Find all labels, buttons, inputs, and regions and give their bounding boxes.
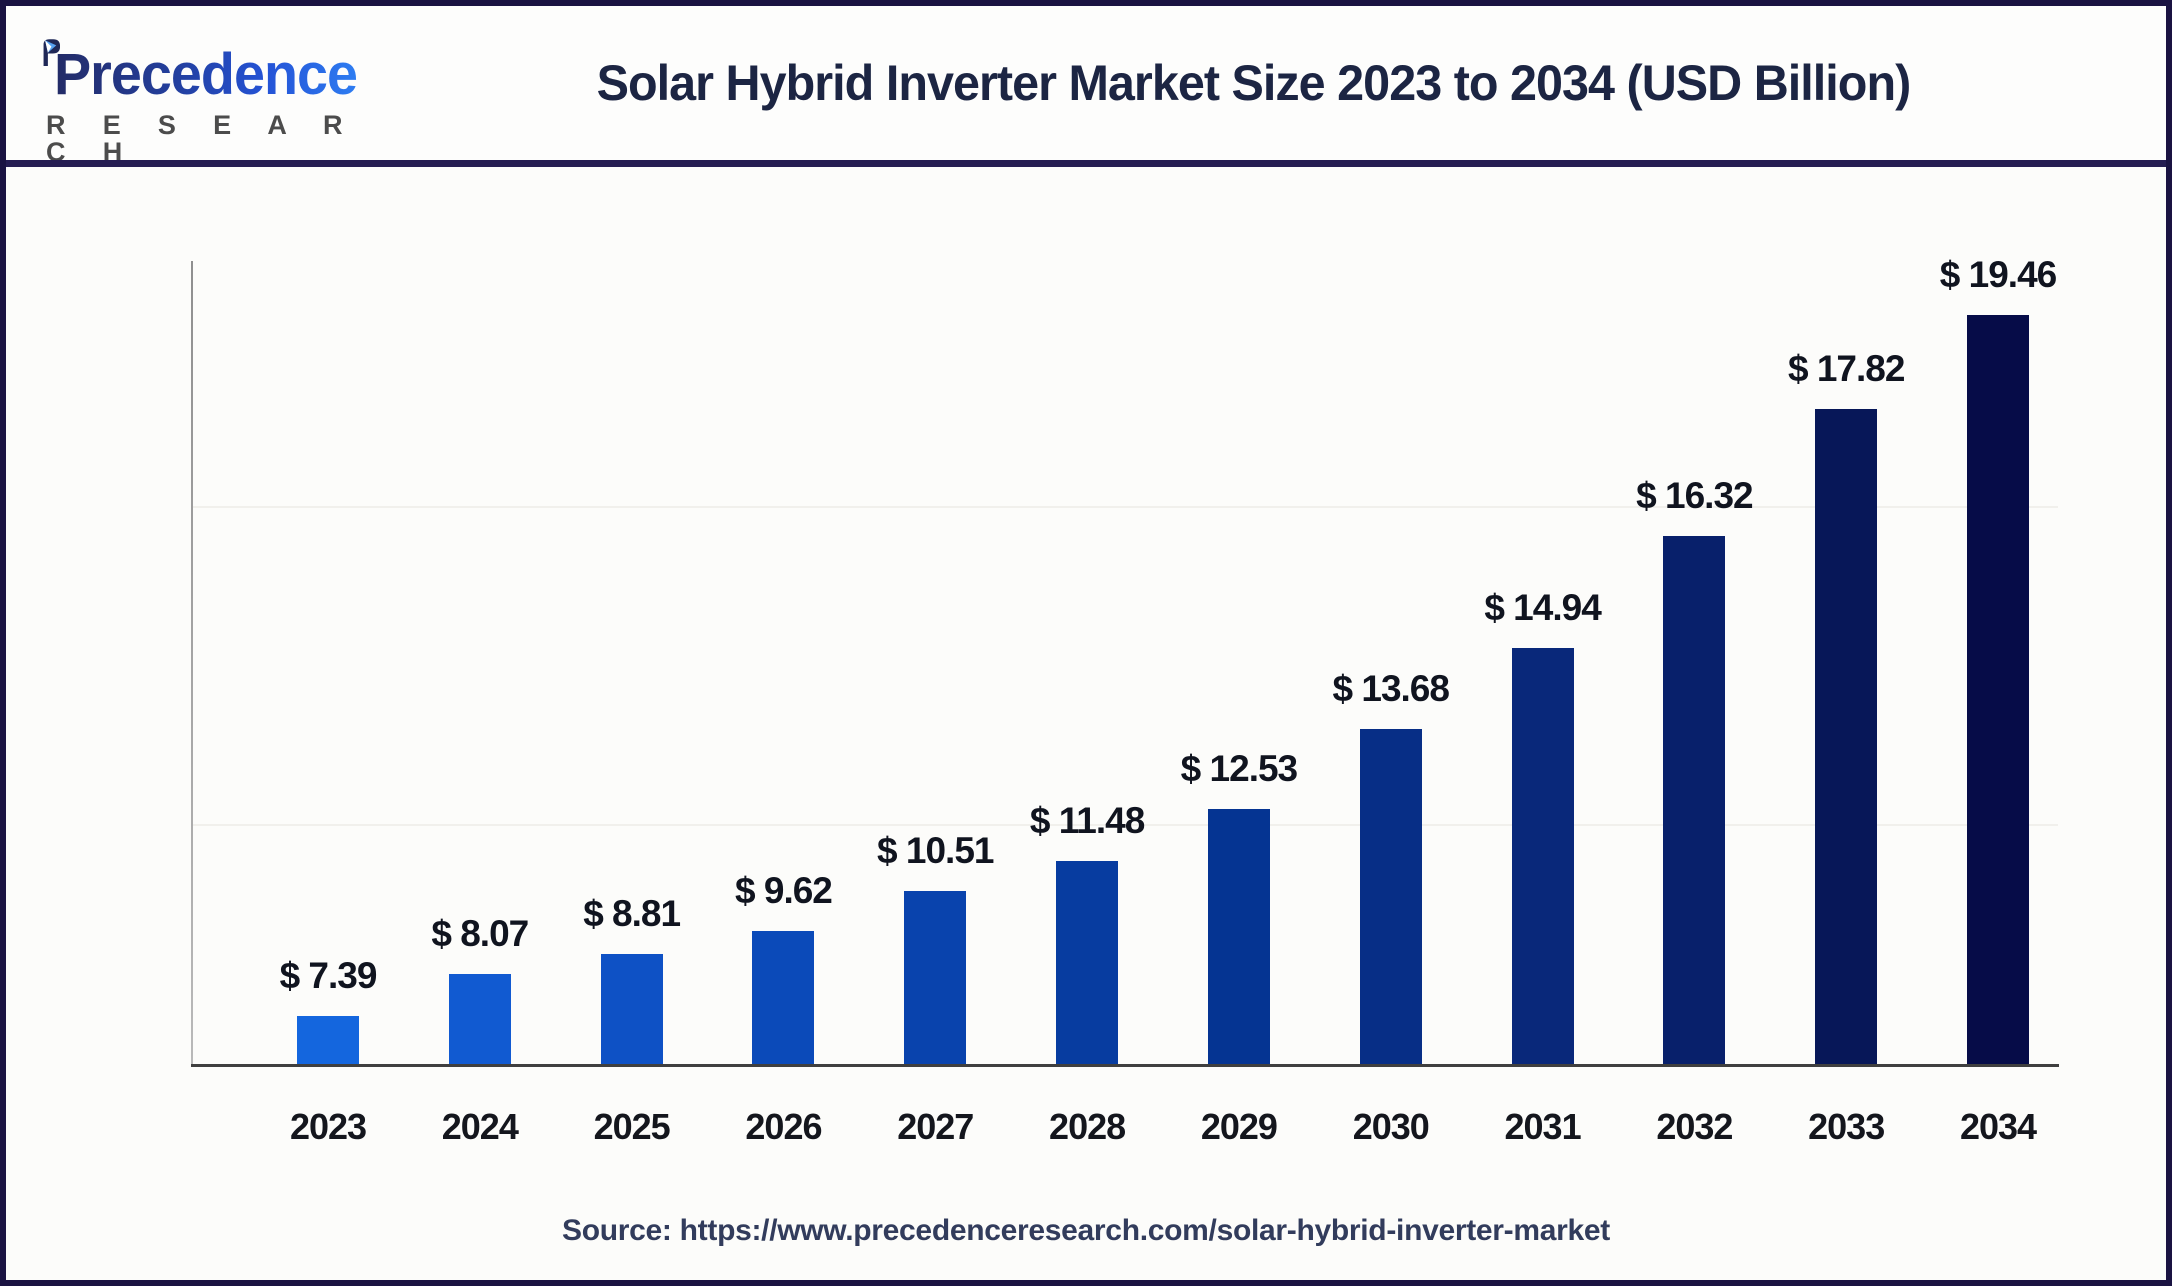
bar-2028	[1056, 861, 1119, 1064]
bar-2024	[448, 974, 511, 1064]
bar-value-label-2023: $ 7.39	[279, 955, 378, 996]
bar-value-label-2031: $ 14.94	[1484, 587, 1601, 628]
x-tick-label-2033: 2033	[1808, 1106, 1885, 1147]
gridline	[192, 506, 2058, 508]
chart-title: Solar Hybrid Inverter Market Size 2023 t…	[596, 55, 1912, 111]
bar-2033	[1815, 409, 1878, 1064]
bar-value-label-2030: $ 13.68	[1332, 668, 1450, 709]
bar-2025	[600, 954, 663, 1064]
bar-2027	[904, 891, 967, 1064]
bar-2029	[1207, 809, 1270, 1064]
header: Precedence R E S E A R C H Solar Hybrid …	[6, 6, 2166, 166]
bar-value-label-2026: $ 9.62	[735, 870, 833, 911]
bar-value-label-2027: $ 10.51	[877, 830, 994, 871]
bar-2034	[1967, 315, 2030, 1064]
x-tick-label-2025: 2025	[593, 1106, 671, 1147]
bar-2031	[1511, 648, 1574, 1064]
x-tick-label-2031: 2031	[1504, 1106, 1582, 1147]
x-axis-line	[191, 1064, 2059, 1067]
bar-value-label-2034: $ 19.46	[1939, 254, 2057, 295]
x-tick-label-2034: 2034	[1959, 1106, 2037, 1147]
bar-value-label-2024: $ 8.07	[431, 913, 529, 954]
bar-2030	[1359, 729, 1422, 1064]
precedence-logo-p-icon	[43, 39, 61, 66]
x-tick-label-2026: 2026	[745, 1106, 822, 1147]
bar-value-label-2029: $ 12.53	[1180, 748, 1298, 789]
logo-brand-text: Precedence	[54, 42, 358, 107]
y-axis-line	[191, 261, 193, 1064]
x-tick-label-2027: 2027	[897, 1106, 974, 1147]
bar-2032	[1663, 536, 1726, 1064]
x-tick-label-2023: 2023	[289, 1106, 367, 1147]
plot-area: $ 7.39 2023 $ 8.07 2024 $ 8.81 2025 $ 9.62 2026…	[6, 6, 2166, 1280]
bar-2023	[297, 1016, 359, 1064]
gridline	[192, 824, 2058, 826]
x-tick-label-2029: 2029	[1200, 1106, 1278, 1147]
bar-2026	[752, 931, 815, 1064]
x-tick-label-2030: 2030	[1352, 1106, 1430, 1147]
bar-value-label-2033: $ 17.82	[1787, 348, 1905, 389]
x-tick-label-2028: 2028	[1049, 1106, 1126, 1147]
bar-value-label-2025: $ 8.81	[583, 893, 681, 934]
x-tick-label-2032: 2032	[1656, 1106, 1733, 1147]
logo-wordmark: Precedence	[40, 6, 370, 107]
header-divider	[6, 160, 2166, 167]
bar-value-label-2028: $ 11.48	[1029, 800, 1145, 841]
bar-value-label-2032: $ 16.32	[1636, 475, 1753, 516]
x-tick-label-2024: 2024	[441, 1106, 519, 1147]
source-link: Source: https://www.precedenceresearch.c…	[562, 1214, 1610, 1247]
